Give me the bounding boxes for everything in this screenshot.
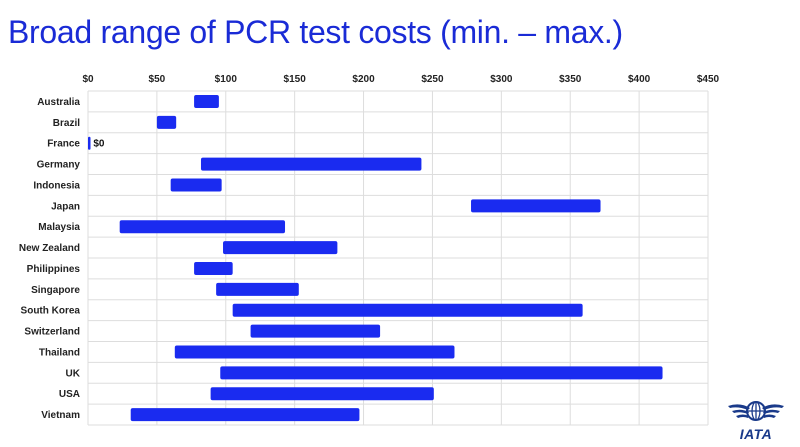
range-bar xyxy=(194,261,233,275)
iata-globe-wings-icon xyxy=(728,401,784,421)
range-bar xyxy=(250,324,381,338)
category-label: Japan xyxy=(51,201,80,212)
iata-logo: IATA xyxy=(726,396,786,442)
range-bar xyxy=(156,115,177,129)
range-bar xyxy=(170,178,222,192)
chart-title: Broad range of PCR test costs (min. – ma… xyxy=(8,14,623,50)
x-tick-label: $400 xyxy=(628,74,651,85)
range-bar xyxy=(223,241,338,255)
category-label: UK xyxy=(66,368,81,379)
category-label: Malaysia xyxy=(38,222,80,233)
range-bar xyxy=(194,94,219,108)
x-tick-label: $350 xyxy=(559,74,582,85)
category-label: Indonesia xyxy=(33,180,80,191)
category-label: France xyxy=(47,139,80,150)
x-tick-label: $200 xyxy=(352,74,375,85)
category-label: South Korea xyxy=(21,306,81,317)
category-label: USA xyxy=(59,389,80,400)
x-tick-label: $150 xyxy=(284,74,307,85)
x-tick-label: $450 xyxy=(697,74,720,85)
range-bar xyxy=(130,408,360,422)
range-bar xyxy=(210,387,434,401)
x-tick-label: $100 xyxy=(215,74,238,85)
range-bar xyxy=(220,366,663,380)
category-label: Vietnam xyxy=(41,410,80,421)
category-label: Philippines xyxy=(27,264,81,275)
range-bar xyxy=(200,157,422,171)
category-label: Germany xyxy=(37,160,81,171)
range-bar xyxy=(471,199,601,213)
category-label: Singapore xyxy=(31,285,80,296)
category-label: Switzerland xyxy=(24,327,80,338)
category-label: Australia xyxy=(37,97,80,108)
range-bar xyxy=(174,345,455,359)
x-tick-label: $50 xyxy=(149,74,166,85)
bar-data-label: $0 xyxy=(93,139,105,150)
category-label: Thailand xyxy=(39,347,80,358)
iata-logo-text: IATA xyxy=(739,426,773,442)
x-tick-label: $0 xyxy=(82,74,94,85)
category-label: New Zealand xyxy=(19,243,80,254)
x-tick-label: $300 xyxy=(490,74,513,85)
x-tick-label: $250 xyxy=(421,74,444,85)
category-label: Brazil xyxy=(53,118,80,129)
range-bar xyxy=(119,220,286,234)
range-bar xyxy=(232,303,583,317)
range-bar xyxy=(88,136,91,150)
range-bar xyxy=(216,282,299,296)
